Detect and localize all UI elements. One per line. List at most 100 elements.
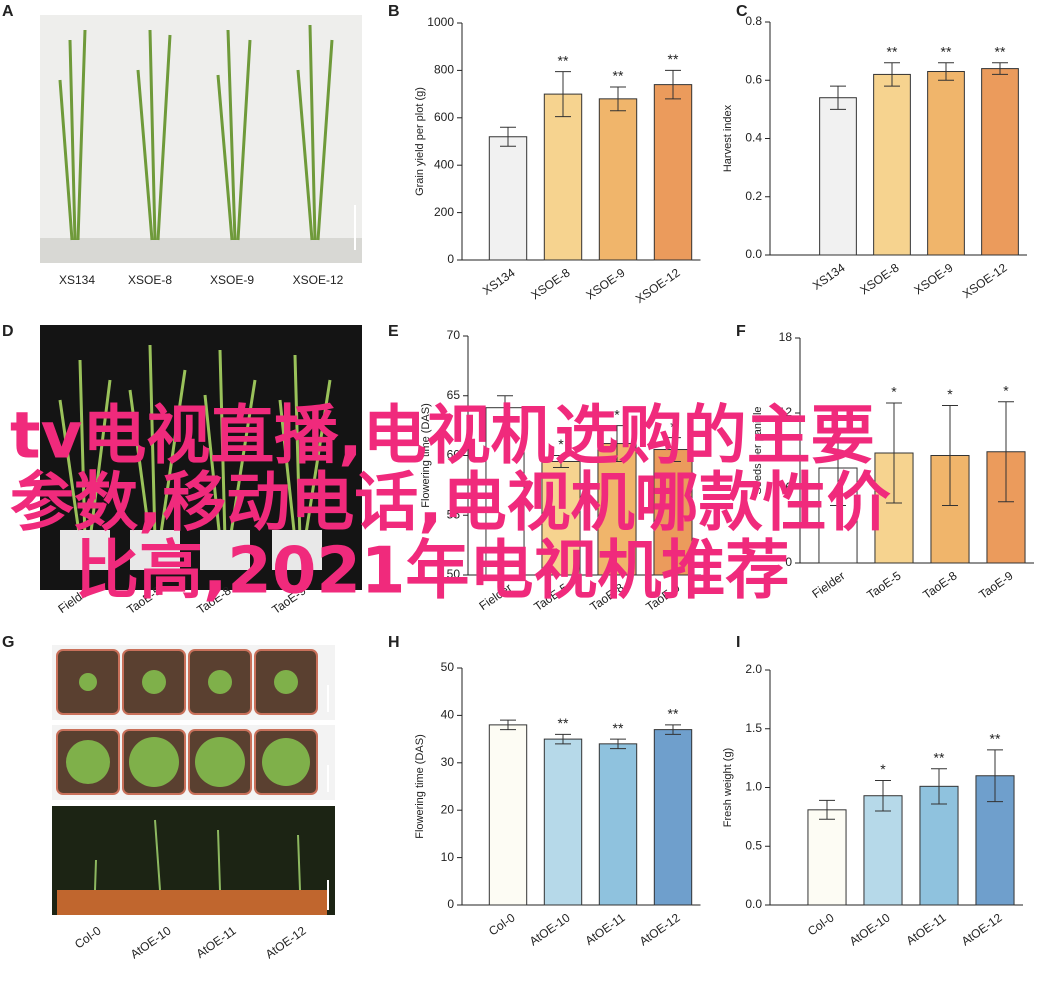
- y-tick-label: 200: [434, 205, 454, 219]
- significance: **: [668, 706, 679, 722]
- y-tick-label: 60: [447, 448, 461, 462]
- error-bar: [884, 62, 900, 87]
- significance: **: [990, 731, 1001, 747]
- y-tick-label: 0.2: [745, 189, 762, 203]
- y-tick-label: 0.4: [745, 131, 762, 145]
- y-axis-label: Grain yield per plot (g): [414, 87, 426, 196]
- error-bar: [497, 395, 513, 421]
- error-bar: [938, 62, 954, 81]
- y-axis-label: Flowering time (DAS): [420, 403, 432, 508]
- photo-label: Col-0: [72, 923, 104, 951]
- panel-label: G: [2, 634, 14, 651]
- panel-label: I: [736, 634, 740, 651]
- bar: [819, 97, 857, 256]
- photo-label: XSOE-12: [293, 273, 344, 287]
- overlay-text: 参数,移动电话,电视机哪款性价: [10, 467, 891, 541]
- error-bar: [875, 779, 891, 812]
- significance: **: [887, 43, 898, 59]
- error-bar: [830, 85, 846, 110]
- significance: *: [880, 761, 886, 777]
- error-bar: [553, 455, 569, 468]
- error-bar: [931, 768, 947, 805]
- y-tick-label: 2.0: [745, 662, 762, 676]
- x-tick-label: XSOE-12: [960, 260, 1010, 301]
- y-tick-label: 40: [441, 708, 455, 722]
- y-tick-label: 400: [434, 157, 454, 171]
- bar: [873, 73, 911, 256]
- bar: [981, 68, 1019, 256]
- x-tick-label: Col-0: [805, 910, 837, 938]
- y-tick-label: 6: [785, 480, 792, 494]
- panel-label: E: [388, 323, 399, 340]
- significance: *: [1003, 382, 1009, 398]
- x-tick-label: AtOE-12: [637, 910, 683, 948]
- bar: [543, 93, 583, 261]
- x-tick-label: TaoE-5: [864, 568, 903, 601]
- bar: [598, 743, 638, 906]
- significance: **: [941, 43, 952, 59]
- bar: [485, 407, 525, 576]
- bar: [488, 724, 528, 906]
- panel-label: F: [736, 323, 746, 340]
- x-tick-label: Col-0: [486, 910, 518, 938]
- bar: [653, 729, 693, 906]
- bar: [919, 785, 959, 906]
- bar: [541, 460, 581, 576]
- y-tick-label: 10: [441, 850, 455, 864]
- error-bar: [998, 401, 1014, 503]
- y-tick-label: 50: [447, 567, 461, 581]
- bar: [598, 98, 638, 261]
- bar: [930, 455, 970, 564]
- overlay-text: tv电视直播,电视机选购的主要: [10, 400, 875, 474]
- panel-label: C: [736, 3, 748, 20]
- y-tick-label: 800: [434, 63, 454, 77]
- y-tick-label: 30: [441, 755, 455, 769]
- x-tick-label: TaoE-9: [976, 568, 1015, 601]
- x-tick-label: XSOE-12: [633, 265, 683, 306]
- x-tick-label: XSOE-8: [857, 260, 901, 297]
- y-tick-label: 0.8: [745, 14, 762, 28]
- error-bar: [555, 733, 571, 745]
- x-tick-label: XSOE-9: [583, 265, 627, 302]
- significance: *: [670, 418, 676, 434]
- error-bar: [610, 86, 626, 112]
- y-tick-label: 0.0: [745, 897, 762, 911]
- error-bar: [942, 405, 958, 506]
- y-tick-label: 1.5: [745, 721, 762, 735]
- significance: **: [558, 52, 569, 68]
- y-tick-label: 1.0: [745, 780, 762, 794]
- bar: [488, 136, 528, 261]
- photo-label: AtOE-10: [128, 923, 174, 961]
- significance: **: [934, 749, 945, 765]
- x-tick-label: XS134: [810, 260, 848, 292]
- error-bar: [830, 430, 846, 506]
- photo-d: [40, 325, 362, 590]
- y-tick-label: 1000: [427, 15, 454, 29]
- y-tick-label: 50: [441, 660, 455, 674]
- y-axis-label: Flowering time (DAS): [414, 734, 426, 839]
- y-tick-label: 0.0: [745, 247, 762, 261]
- y-axis-label: Fresh weight (g): [722, 748, 734, 827]
- error-bar: [610, 738, 626, 750]
- photo-label: AtOE-12: [263, 923, 309, 961]
- y-axis-label: Seeds per panicle: [752, 406, 764, 494]
- bar: [653, 449, 693, 576]
- panel-label: A: [2, 3, 14, 20]
- y-axis-label: Harvest index: [722, 104, 734, 172]
- y-tick-label: 600: [434, 110, 454, 124]
- error-bar: [555, 71, 571, 118]
- y-tick-label: 70: [447, 328, 461, 342]
- y-tick-label: 0: [447, 252, 454, 266]
- y-tick-label: 0.6: [745, 72, 762, 86]
- x-tick-label: AtOE-10: [527, 910, 573, 948]
- significance: *: [891, 384, 897, 400]
- y-tick-label: 20: [441, 802, 455, 816]
- significance: **: [558, 715, 569, 731]
- photo-label: XS134: [59, 273, 95, 287]
- y-tick-label: 12: [779, 405, 793, 419]
- x-tick-label: Fielder: [809, 569, 847, 602]
- significance: **: [668, 51, 679, 67]
- photo-g: [52, 645, 335, 915]
- bar: [807, 809, 847, 906]
- significance: *: [558, 436, 564, 452]
